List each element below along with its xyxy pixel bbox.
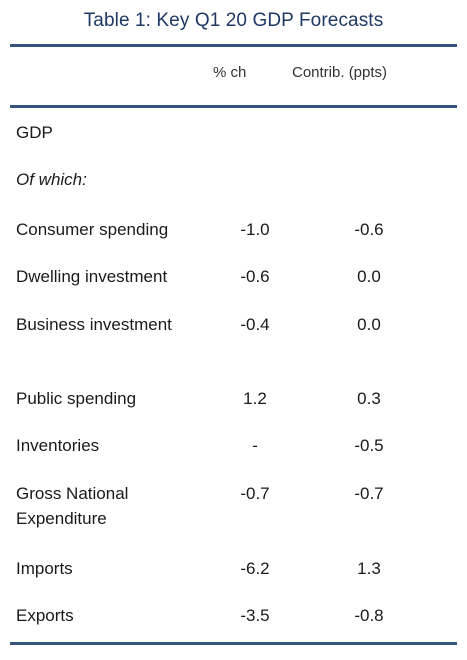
row-contribution: -0.8 bbox=[354, 606, 384, 625]
row-pct-change: -1.0 bbox=[240, 220, 270, 239]
row-pct-change: - bbox=[252, 436, 258, 455]
top-rule bbox=[10, 44, 457, 47]
row-label: Dwelling investment bbox=[16, 267, 168, 286]
row-contribution: 0.3 bbox=[357, 389, 381, 408]
row-contribution: -0.7 bbox=[354, 484, 384, 503]
row-label: GDP bbox=[16, 123, 53, 142]
row-label: Inventories bbox=[16, 436, 100, 455]
row-label: Public spending bbox=[16, 389, 137, 408]
row-label: Of which: bbox=[16, 170, 87, 189]
row-label: Exports bbox=[16, 606, 74, 625]
row-label: Imports bbox=[16, 559, 73, 578]
row-contribution: 0.0 bbox=[357, 267, 381, 286]
row-pct-change: -0.4 bbox=[240, 315, 270, 334]
row-label: Business investment bbox=[16, 315, 172, 334]
row-label: Consumer spending bbox=[16, 220, 169, 239]
column-header-contribution: Contrib. (ppts) bbox=[292, 64, 388, 81]
row-contribution: -0.5 bbox=[354, 436, 384, 455]
row-contribution: 0.0 bbox=[357, 315, 381, 334]
row-label: Gross National Expenditure bbox=[16, 484, 129, 528]
row-contribution: 1.3 bbox=[357, 559, 381, 578]
row-pct-change: -0.7 bbox=[240, 484, 270, 503]
row-pct-change: -6.2 bbox=[240, 559, 270, 578]
header-rule bbox=[10, 105, 457, 108]
row-pct-change: -0.6 bbox=[240, 267, 270, 286]
row-pct-change: 1.2 bbox=[243, 389, 267, 408]
row-contribution: -0.6 bbox=[354, 220, 384, 239]
bottom-rule bbox=[10, 642, 457, 645]
table-title: Table 1: Key Q1 20 GDP Forecasts bbox=[83, 10, 384, 31]
row-pct-change: -3.5 bbox=[240, 606, 270, 625]
column-header-pct-change: % ch bbox=[213, 64, 247, 81]
